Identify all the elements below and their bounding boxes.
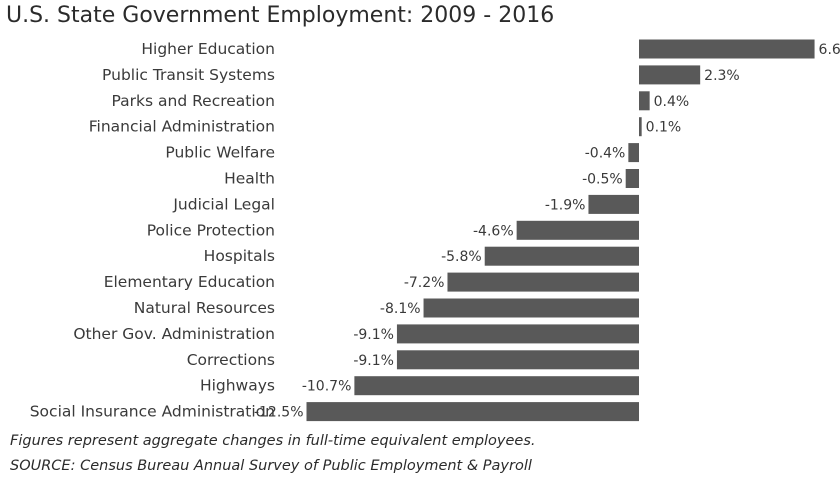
- bar-parks-and-recreation: [639, 91, 650, 111]
- bar-corrections: [396, 350, 639, 370]
- category-label-corrections: Corrections: [187, 351, 275, 369]
- bar-public-welfare: [628, 143, 639, 163]
- value-label-elementary-education: -7.2%: [404, 275, 445, 291]
- value-label-financial-administration: 0.1%: [646, 120, 682, 136]
- category-label-public-transit-systems: Public Transit Systems: [102, 66, 275, 84]
- value-label-health: -0.5%: [582, 172, 623, 188]
- category-label-other-gov-administration: Other Gov. Administration: [73, 325, 275, 343]
- category-label-highways: Highways: [200, 377, 275, 395]
- value-label-corrections: -9.1%: [353, 353, 394, 369]
- bar-hospitals: [484, 246, 639, 266]
- footnote-note: Figures represent aggregate changes in f…: [10, 433, 536, 449]
- category-label-higher-education: Higher Education: [141, 40, 275, 58]
- bar-financial-administration: [639, 117, 642, 137]
- value-label-natural-resources: -8.1%: [380, 301, 421, 317]
- category-label-social-insurance-administration: Social Insurance Administration: [30, 403, 275, 421]
- value-label-other-gov-administration: -9.1%: [353, 327, 394, 343]
- bar-elementary-education: [447, 272, 639, 292]
- value-label-social-insurance-administration: -12.5%: [254, 405, 304, 421]
- bar-police-protection: [516, 220, 639, 240]
- category-label-natural-resources: Natural Resources: [134, 299, 275, 317]
- bar-natural-resources: [423, 298, 639, 318]
- value-label-higher-education: 6.6%: [819, 42, 840, 58]
- category-label-elementary-education: Elementary Education: [104, 273, 275, 291]
- value-label-hospitals: -5.8%: [441, 249, 482, 265]
- chart-title: U.S. State Government Employment: 2009 -…: [6, 3, 555, 28]
- bar-higher-education: [639, 39, 815, 59]
- bar-health: [625, 169, 639, 188]
- bar-other-gov-administration: [396, 324, 639, 344]
- footnote-source: SOURCE: Census Bureau Annual Survey of P…: [10, 458, 532, 474]
- category-label-hospitals: Hospitals: [204, 247, 275, 265]
- bar-highways: [354, 376, 639, 396]
- category-label-health: Health: [224, 170, 275, 188]
- category-label-public-welfare: Public Welfare: [165, 144, 275, 162]
- bar-social-insurance-administration: [306, 402, 639, 422]
- category-label-parks-and-recreation: Parks and Recreation: [112, 92, 275, 110]
- value-label-parks-and-recreation: 0.4%: [654, 94, 690, 110]
- bar-public-transit-systems: [639, 65, 701, 85]
- value-label-highways: -10.7%: [302, 379, 352, 395]
- category-label-police-protection: Police Protection: [147, 221, 275, 239]
- category-label-financial-administration: Financial Administration: [89, 118, 275, 136]
- value-label-public-transit-systems: 2.3%: [704, 68, 740, 84]
- value-label-public-welfare: -0.4%: [585, 146, 626, 162]
- bar-judicial-legal: [588, 194, 639, 214]
- value-label-judicial-legal: -1.9%: [545, 197, 586, 213]
- category-label-judicial-legal: Judicial Legal: [172, 195, 275, 213]
- value-label-police-protection: -4.6%: [473, 223, 514, 239]
